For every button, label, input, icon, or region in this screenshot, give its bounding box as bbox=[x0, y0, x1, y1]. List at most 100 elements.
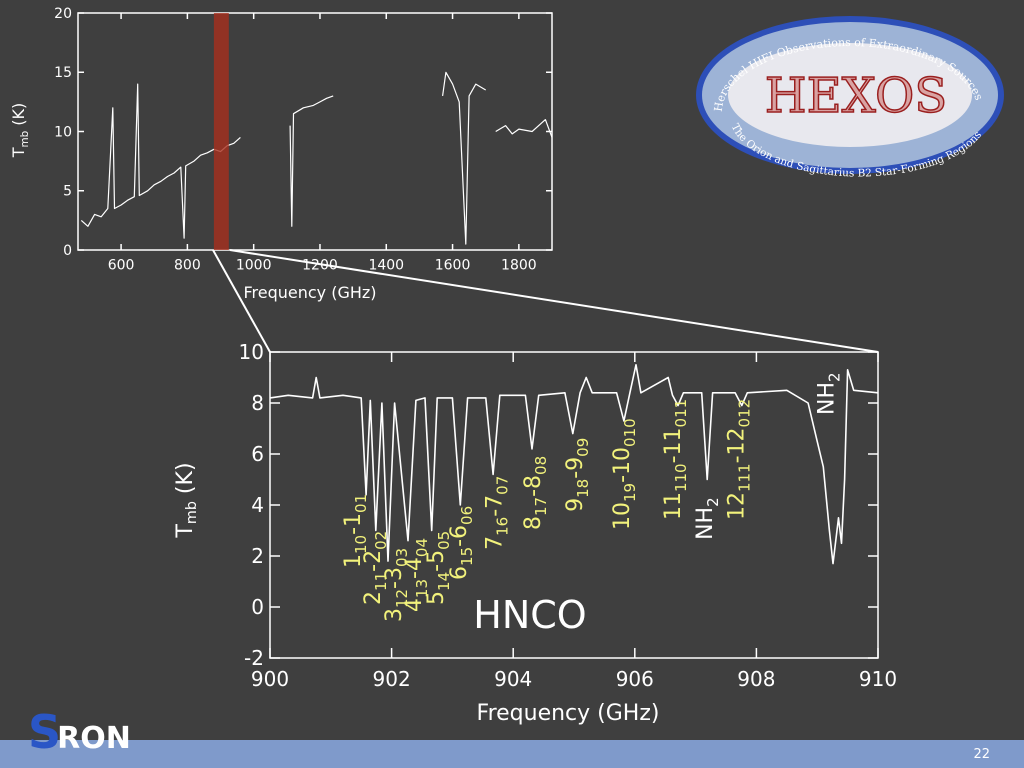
line-label: 716-707 bbox=[483, 476, 512, 550]
x-tick-label: 906 bbox=[616, 667, 654, 691]
line-label-part: 2 bbox=[704, 497, 722, 507]
y-axis-label-part: mb bbox=[184, 501, 200, 524]
line-label-part: 010 bbox=[621, 418, 639, 447]
line-label-part: 011 bbox=[672, 399, 690, 428]
line-label-part: -12 bbox=[725, 427, 750, 463]
page-number: 22 bbox=[973, 747, 990, 762]
line-label-part: 11 bbox=[372, 572, 390, 591]
line-label-part: 2 bbox=[826, 372, 844, 382]
y-axis-label-part: mb bbox=[19, 130, 31, 147]
x-tick-label: 904 bbox=[494, 667, 532, 691]
line-label-part: 2 bbox=[361, 591, 386, 605]
line-label-part: 17 bbox=[532, 497, 550, 516]
line-label: NH2 bbox=[815, 372, 844, 415]
line-label-part: 02 bbox=[372, 531, 390, 550]
line-label-part: -10 bbox=[610, 447, 635, 483]
line-label: 413-404 bbox=[402, 538, 431, 612]
line-label-part: 18 bbox=[574, 479, 592, 498]
line-label-part: 11 bbox=[661, 492, 686, 520]
zoom-line bbox=[229, 249, 879, 353]
zoom-line bbox=[212, 249, 271, 353]
line-label-part: 19 bbox=[621, 483, 639, 502]
x-tick-label: 600 bbox=[108, 258, 135, 274]
line-label-part: 14 bbox=[435, 572, 453, 591]
line-label: NH2 bbox=[693, 497, 722, 540]
line-label-part: 5 bbox=[424, 591, 449, 605]
line-label: 211-202 bbox=[361, 531, 390, 605]
line-label-part: 16 bbox=[494, 517, 512, 536]
y-tick-label: 5 bbox=[63, 184, 72, 200]
line-label: 514-505 bbox=[424, 531, 453, 605]
line-label-part: 09 bbox=[574, 438, 592, 457]
line-label-part: NH bbox=[815, 382, 840, 415]
line-label-part: 12 bbox=[393, 589, 411, 608]
sron-logo: SRON bbox=[28, 705, 131, 759]
line-label-part: 06 bbox=[458, 506, 476, 525]
line-label-part: 4 bbox=[402, 598, 427, 612]
line-label-part: 3 bbox=[382, 608, 407, 622]
line-label: 817-808 bbox=[521, 456, 550, 530]
x-tick-label: 910 bbox=[859, 667, 897, 691]
line-label-part: 01 bbox=[352, 494, 370, 513]
line-label-part: 111 bbox=[736, 463, 754, 492]
x-tick-label: 908 bbox=[737, 667, 775, 691]
y-axis-label-part: (K) bbox=[9, 103, 28, 131]
y-tick-label: 8 bbox=[251, 391, 264, 415]
line-label-part: 6 bbox=[447, 566, 472, 580]
line-label: 110-101 bbox=[341, 494, 370, 568]
line-label-part: -1 bbox=[341, 513, 366, 535]
line-label-part: 10 bbox=[610, 502, 635, 530]
x-tick-label: 1600 bbox=[435, 258, 471, 274]
y-axis-label-part: (K) bbox=[173, 462, 198, 501]
line-label-part: 12 bbox=[725, 492, 750, 520]
y-axis-label-part: T bbox=[9, 147, 28, 158]
y-axis-label: Tmb (K) bbox=[173, 462, 200, 538]
y-tick-label: 4 bbox=[251, 493, 264, 517]
line-label-part: -4 bbox=[402, 557, 427, 579]
highlight-band bbox=[213, 13, 229, 250]
logo-center bbox=[728, 43, 972, 147]
x-tick-label: 800 bbox=[174, 258, 201, 274]
y-tick-label: 0 bbox=[63, 243, 72, 259]
line-label-part: -3 bbox=[382, 567, 407, 589]
plot-frame bbox=[77, 12, 553, 251]
line-label-part: -6 bbox=[447, 525, 472, 547]
spectrum-line bbox=[269, 364, 879, 565]
line-label-part: 012 bbox=[736, 399, 754, 428]
line-label-part: -5 bbox=[424, 550, 449, 572]
y-axis-label-part: T bbox=[173, 524, 198, 539]
y-tick-label: 6 bbox=[251, 442, 264, 466]
line-label-part: 08 bbox=[532, 456, 550, 475]
line-label: 1019-10010 bbox=[610, 418, 639, 530]
line-label-part: 15 bbox=[458, 547, 476, 566]
line-label-part: 07 bbox=[494, 476, 512, 495]
x-tick-label: 900 bbox=[251, 667, 289, 691]
hexos-logo: HEXOS Herschel HIFI Observations of Extr… bbox=[696, 16, 1004, 180]
line-label-part: -9 bbox=[563, 457, 588, 479]
footer-bar bbox=[0, 740, 1024, 768]
line-label-part: 10 bbox=[352, 535, 370, 554]
line-label: 615-606 bbox=[447, 506, 476, 580]
x-axis-label: Frequency (GHz) bbox=[243, 283, 376, 302]
x-tick-label: 1800 bbox=[501, 258, 537, 274]
line-label-part: NH bbox=[693, 507, 718, 540]
y-tick-label: 15 bbox=[54, 65, 72, 81]
line-label: 12111-12012 bbox=[725, 399, 754, 520]
y-axis-label: Tmb (K) bbox=[9, 103, 31, 159]
y-tick-label: 10 bbox=[54, 124, 72, 140]
line-label-part: -2 bbox=[361, 550, 386, 572]
spectrum-line bbox=[80, 71, 553, 245]
y-tick-label: 10 bbox=[239, 340, 264, 364]
species-label: HNCO bbox=[473, 593, 586, 637]
line-label-part: -7 bbox=[483, 495, 508, 517]
y-tick-label: -2 bbox=[244, 646, 264, 670]
x-tick-label: 902 bbox=[373, 667, 411, 691]
line-label: 11110-11011 bbox=[661, 399, 690, 520]
x-tick-label: 1200 bbox=[302, 258, 338, 274]
line-label-part: 13 bbox=[413, 579, 431, 598]
line-label-part: 110 bbox=[672, 463, 690, 492]
line-label-part: 05 bbox=[435, 531, 453, 550]
